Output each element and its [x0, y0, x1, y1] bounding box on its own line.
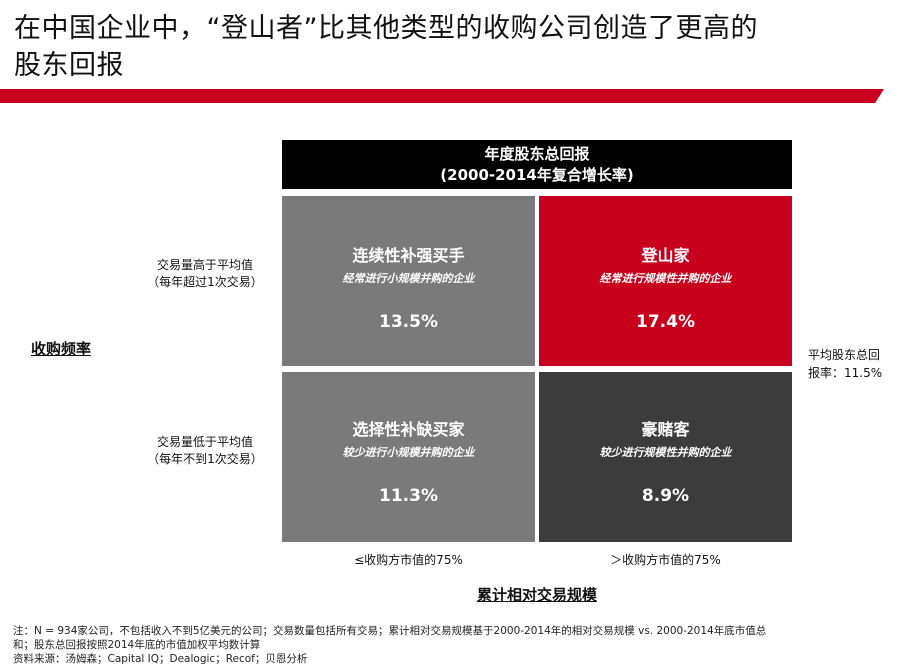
- cell-title: 豪赌客: [641, 420, 690, 439]
- cell-value: 13.5%: [379, 312, 438, 332]
- row-label-low-line1: 交易量低于平均值: [156, 435, 253, 449]
- cell-value: 8.9%: [641, 486, 690, 506]
- cell-subtitle: 经常进行小规模并购的企业: [342, 272, 475, 285]
- cell-title: 选择性补缺买家: [352, 420, 465, 439]
- row-label-high-line1: 交易量高于平均值: [156, 258, 253, 272]
- cell-value: 17.4%: [636, 312, 695, 332]
- cell-serial-bolt-on: 连续性补强买手 经常进行小规模并购的企业 13.5%: [282, 196, 535, 366]
- slide-title-line1: 在中国企业中，“登山者”比其他类型的收购公司创造了更高的: [14, 13, 758, 44]
- cell-subtitle: 较少进行规模性并购的企业: [599, 446, 732, 459]
- cell-mountain-climber: 登山家 经常进行规模性并购的企业 17.4%: [539, 196, 792, 366]
- row-label-high-line2: （每年超过1次交易）: [147, 275, 263, 289]
- cell-value: 11.3%: [379, 486, 438, 506]
- row-label-low-line2: （每年不到1次交易）: [147, 452, 263, 466]
- slide-title: 在中国企业中，“登山者”比其他类型的收购公司创造了更高的 股东回报: [14, 10, 884, 84]
- matrix-header-line1: 年度股东总回报: [484, 145, 590, 163]
- footnotes: 注：N = 934家公司，不包括收入不到5亿美元的公司；交易数量包括所有交易；累…: [13, 624, 893, 666]
- row-label-low: 交易量低于平均值 （每年不到1次交易）: [140, 434, 270, 468]
- footnote-source: 资料来源：汤姆森；Capital IQ；Dealogic；Recof；贝恩分析: [13, 653, 308, 665]
- footnote-line1: 注：N = 934家公司，不包括收入不到5亿美元的公司；交易数量包括所有交易；累…: [13, 625, 767, 637]
- col-label-right: ＞收购方市值的75%: [610, 553, 721, 567]
- title-accent-bar: [0, 89, 884, 103]
- footnote-line2: 和；股东总回报按照2014年底的市值加权平均数计算: [13, 639, 261, 651]
- slide-title-line2: 股东回报: [14, 50, 124, 81]
- cell-title: 连续性补强买手: [352, 246, 465, 265]
- row-label-high: 交易量高于平均值 （每年超过1次交易）: [140, 257, 270, 291]
- cell-gambler: 豪赌客 较少进行规模性并购的企业 8.9%: [539, 372, 792, 542]
- average-line1: 平均股东总回: [808, 348, 881, 362]
- cell-selective-buyer: 选择性补缺买家 较少进行小规模并购的企业 11.3%: [282, 372, 535, 542]
- matrix-header-line2: (2000-2014年复合增长率): [440, 166, 634, 184]
- average-line2: 报率：11.5%: [808, 366, 883, 380]
- x-axis-label: 累计相对交易规模: [476, 586, 597, 604]
- y-axis-label: 收购频率: [31, 340, 92, 358]
- cell-subtitle: 经常进行规模性并购的企业: [599, 272, 732, 285]
- cell-title: 登山家: [641, 246, 690, 265]
- matrix-header: 年度股东总回报 (2000-2014年复合增长率): [282, 140, 792, 189]
- col-label-left: ≤收购方市值的75%: [354, 553, 463, 567]
- cell-subtitle: 较少进行小规模并购的企业: [342, 446, 475, 459]
- average-return-note: 平均股东总回 报率：11.5%: [808, 346, 900, 382]
